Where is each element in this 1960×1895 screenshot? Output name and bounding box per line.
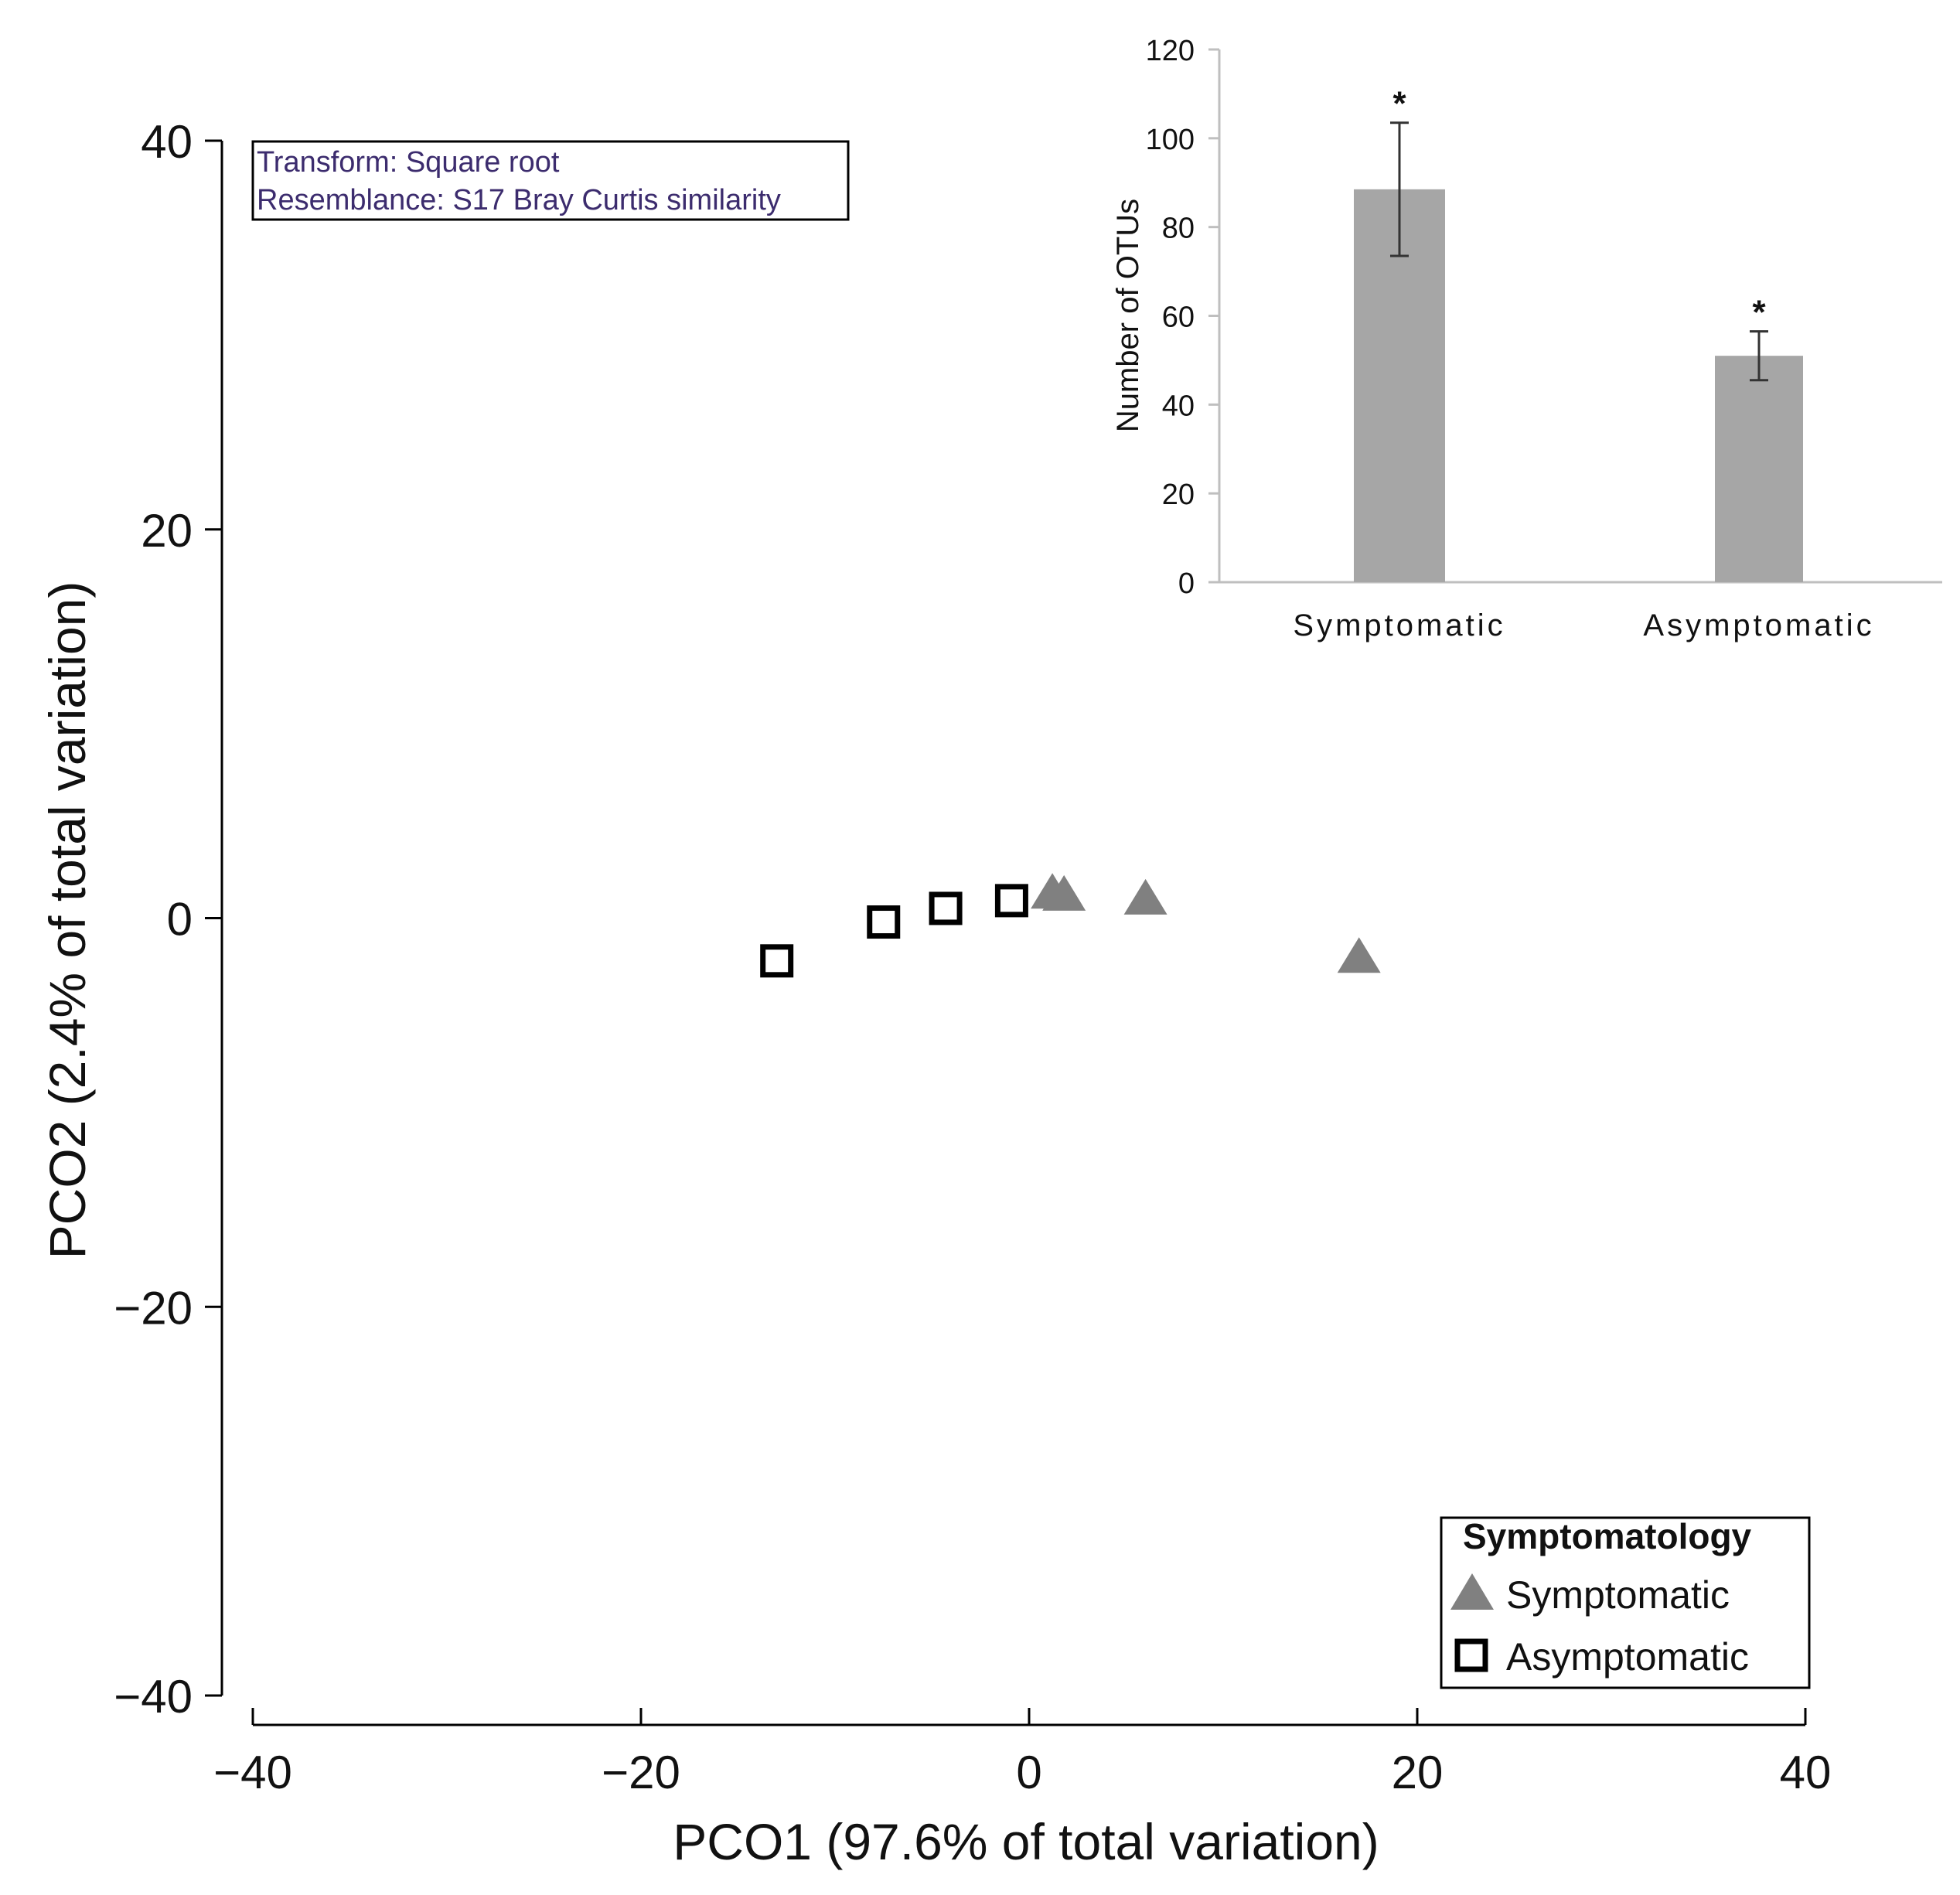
point-asymptomatic: [867, 905, 901, 939]
significance-marker: *: [1392, 85, 1406, 123]
y-tick-label: 20: [141, 505, 193, 557]
legend: Symptomatology Symptomatic Asymptomatic: [1440, 1516, 1811, 1689]
significance-marker: *: [1752, 294, 1766, 332]
y-tick-label: 40: [141, 116, 193, 168]
inset-y-tick-label: 40: [1162, 390, 1195, 422]
y-tick-label: −40: [114, 1671, 193, 1723]
inset-y-tick-label: 80: [1162, 213, 1195, 245]
x-tick-label: 0: [1016, 1747, 1041, 1798]
y-axis-label: PCO2 (2.4% of total variation): [39, 581, 96, 1259]
inset-category-label: Asymptomatic: [1643, 608, 1874, 642]
point-asymptomatic: [994, 884, 1028, 918]
inset-y-tick-label: 0: [1178, 567, 1195, 600]
point-symptomatic: [1042, 874, 1086, 911]
point-symptomatic: [1337, 937, 1381, 973]
legend-square-icon: [1454, 1638, 1488, 1672]
x-axis-label: PCO1 (97.6% of total variation): [673, 1813, 1379, 1870]
annotation-resemblance: Resemblance: S17 Bray Curtis similarity: [257, 184, 781, 216]
legend-triangle-icon: [1450, 1573, 1494, 1610]
otu-bar-chart: 0 20 40 60 80 100 120 * Symptomatic * Asymptomati…: [1111, 35, 1942, 642]
y-tick-label: −20: [114, 1282, 193, 1334]
annotation-frame: [251, 140, 850, 221]
pco-scatter-chart: 40 20 0 −20 −40 −40 −20 0 20 40 PCO1 (97.6% of t…: [39, 116, 1831, 1870]
x-tick-label: 20: [1392, 1747, 1444, 1798]
pco-points: [760, 873, 1381, 978]
annotation-transform: Transform: Square root: [257, 146, 560, 179]
annotation-box: Transform: Square root Resemblance: S17 …: [251, 140, 850, 221]
bar-asymptomatic: [1715, 356, 1803, 582]
inset-y-tick-label: 100: [1146, 124, 1195, 156]
x-tick-label: −20: [602, 1747, 680, 1798]
inset-y-ticks: 0 20 40 60 80 100 120: [1146, 35, 1219, 600]
x-ticks: −40 −20 0 20 40: [213, 1708, 1831, 1798]
point-asymptomatic: [760, 944, 794, 978]
inset-y-tick-label: 20: [1162, 479, 1195, 511]
y-tick-label: 0: [167, 894, 193, 946]
inset-category-label: Symptomatic: [1293, 608, 1505, 642]
legend-frame: [1440, 1516, 1811, 1689]
inset-y-tick-label: 120: [1146, 35, 1195, 67]
point-asymptomatic: [929, 891, 963, 925]
y-ticks: 40 20 0 −20 −40: [114, 116, 222, 1723]
legend-title: Symptomatology: [1463, 1516, 1752, 1556]
inset-y-tick-label: 60: [1162, 302, 1195, 334]
point-symptomatic: [1123, 878, 1167, 915]
inset-bars: * Symptomatic * Asymptomatic: [1293, 85, 1874, 642]
inset-y-axis-label: Number of OTUs: [1111, 199, 1145, 432]
x-tick-label: 40: [1780, 1747, 1832, 1798]
legend-entry-symptomatic: Symptomatic: [1506, 1573, 1730, 1617]
legend-entry-asymptomatic: Asymptomatic: [1506, 1635, 1749, 1679]
x-tick-label: −40: [213, 1747, 292, 1798]
